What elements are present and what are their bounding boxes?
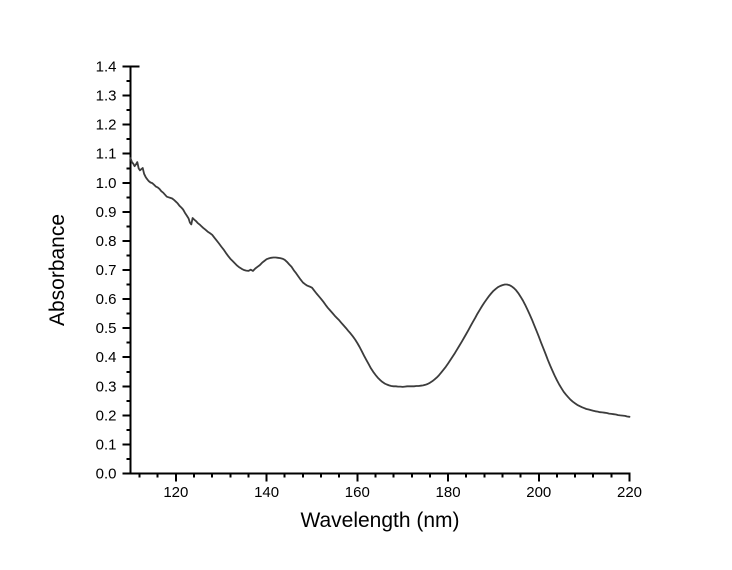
x-tick-label: 200 [526, 484, 551, 501]
y-tick-label: 0.2 [96, 407, 117, 424]
y-tick-label: 1.0 [96, 175, 117, 192]
y-tick-label: 0.8 [96, 233, 117, 250]
y-tick-label: 1.3 [96, 88, 117, 105]
y-tick-label: 1.2 [96, 117, 117, 134]
x-tick-label: 120 [163, 484, 188, 501]
y-tick-label: 0.4 [96, 349, 117, 366]
y-tick-label: 0.9 [96, 204, 117, 221]
x-tick-label: 220 [617, 484, 642, 501]
x-axis-title: Wavelength (nm) [300, 509, 460, 532]
y-tick-label: 0.5 [96, 320, 117, 337]
y-tick-label: 0.7 [96, 262, 117, 279]
y-axis-title: Absorbance [46, 213, 69, 327]
y-tick-label: 0.6 [96, 291, 117, 308]
y-tick-label: 0.3 [96, 378, 117, 395]
y-tick-label: 0.1 [96, 436, 117, 453]
x-tick-label: 160 [345, 484, 370, 501]
x-tick-label: 140 [254, 484, 279, 501]
x-tick-label: 180 [436, 484, 461, 501]
y-tick-label: 1.4 [96, 59, 117, 76]
y-tick-label: 0.0 [96, 466, 117, 483]
y-tick-label: 1.1 [96, 146, 117, 163]
spectrum-curve [129, 157, 631, 418]
